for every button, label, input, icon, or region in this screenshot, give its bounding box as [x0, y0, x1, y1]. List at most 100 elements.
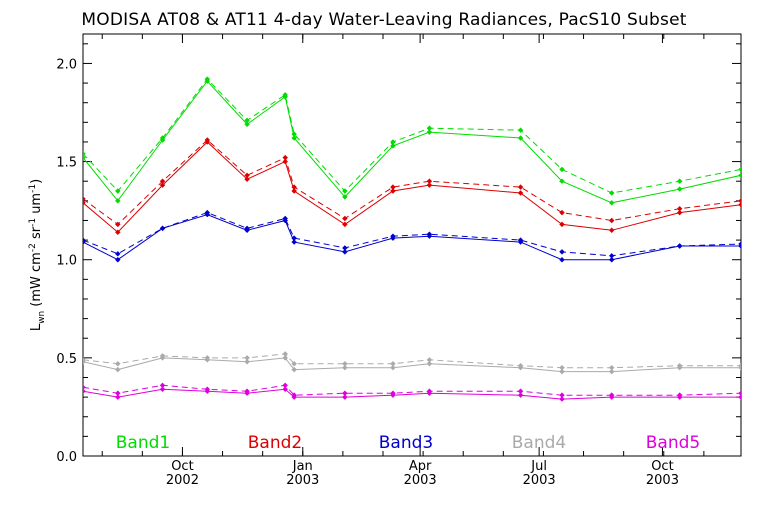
legend-item-band1: Band1 [116, 433, 170, 453]
data-point [559, 178, 565, 184]
data-point [282, 386, 288, 392]
data-point [559, 166, 565, 173]
series-band5-solid [83, 386, 741, 402]
data-point [517, 190, 524, 196]
x-tick-month: Jan [292, 459, 313, 474]
series-line [83, 212, 741, 257]
data-point [342, 390, 348, 396]
series-band2-solid [83, 139, 741, 235]
data-point [559, 249, 565, 255]
series-band1-solid [83, 78, 741, 206]
legend: Band1 Band2 Band3 Band4 Band5 [116, 433, 700, 453]
data-point [282, 154, 288, 161]
y-axis-label: Lwn (mW cm-2 sr-1 um-1) [28, 179, 47, 331]
legend-item-band5: Band5 [646, 433, 700, 453]
data-point [159, 225, 166, 232]
y-tick-label: 2.0 [56, 57, 77, 72]
data-point [559, 209, 565, 216]
data-point [115, 251, 121, 257]
x-tick-year: 2003 [286, 473, 319, 488]
x-tick-year: 2003 [404, 473, 437, 488]
data-point [159, 386, 166, 392]
data-point [676, 243, 683, 249]
data-point [244, 121, 250, 128]
data-point [204, 355, 211, 361]
data-point [282, 351, 288, 357]
data-point [426, 361, 433, 367]
data-point [115, 188, 121, 194]
data-point [83, 357, 86, 363]
data-point [291, 361, 297, 367]
series-band5-dashed [83, 382, 741, 398]
data-point [608, 200, 615, 206]
data-point [738, 172, 741, 179]
data-point [517, 127, 524, 133]
x-tick-month: Jul [530, 459, 547, 474]
data-point [204, 209, 211, 216]
data-point [83, 154, 86, 161]
series-band3-dashed [83, 209, 741, 259]
data-point [390, 139, 396, 145]
data-point [83, 196, 86, 202]
data-point [282, 158, 288, 165]
series-line [83, 139, 741, 226]
data-point [559, 364, 565, 371]
data-point [676, 209, 683, 216]
data-point [342, 249, 348, 255]
data-point [738, 198, 741, 204]
data-point [204, 76, 211, 82]
y-tick-label: 0.0 [56, 450, 77, 465]
series-band4-solid [83, 355, 741, 375]
data-point [83, 237, 86, 243]
data-point [244, 355, 250, 361]
data-point [517, 184, 524, 190]
plot-axes [82, 33, 742, 457]
data-point [426, 182, 433, 188]
data-point [244, 225, 250, 232]
data-point [83, 151, 86, 157]
series-band2-dashed [83, 137, 741, 228]
data-point [244, 117, 250, 124]
y-tick-label: 1.0 [56, 254, 77, 269]
data-point [115, 366, 121, 373]
data-point [676, 392, 683, 398]
series-line [83, 384, 741, 396]
data-point [390, 361, 396, 367]
data-point [559, 256, 565, 263]
plot-frame [82, 33, 742, 457]
data-point [159, 135, 166, 141]
x-tick-month: Oct [651, 459, 673, 474]
data-point [342, 361, 348, 367]
data-point [342, 364, 348, 371]
data-point [517, 392, 524, 398]
data-point [608, 364, 615, 371]
data-point [159, 178, 166, 184]
data-point [115, 229, 121, 235]
data-point [291, 235, 297, 241]
data-point [83, 384, 86, 391]
data-point [426, 178, 433, 184]
data-point [608, 253, 615, 259]
data-point [426, 357, 433, 363]
data-point [676, 205, 683, 212]
data-point [115, 256, 121, 263]
y-tick-labels: 0.0 0.5 1.0 1.5 2.0 [56, 57, 77, 465]
data-point [342, 194, 348, 200]
data-point [676, 186, 683, 192]
data-point [738, 166, 741, 173]
chart-title: MODISA AT08 & AT11 4-day Water-Leaving R… [81, 10, 687, 30]
data-point [291, 239, 297, 245]
data-point [282, 382, 288, 389]
data-point [608, 392, 615, 398]
data-point [559, 392, 565, 398]
data-point [676, 178, 683, 184]
data-point [738, 202, 741, 208]
data-point [426, 125, 433, 131]
series-line [83, 353, 741, 369]
data-point [559, 368, 565, 375]
data-point [390, 233, 396, 239]
data-point [282, 355, 288, 361]
data-point [291, 184, 297, 190]
data-point [115, 390, 121, 396]
